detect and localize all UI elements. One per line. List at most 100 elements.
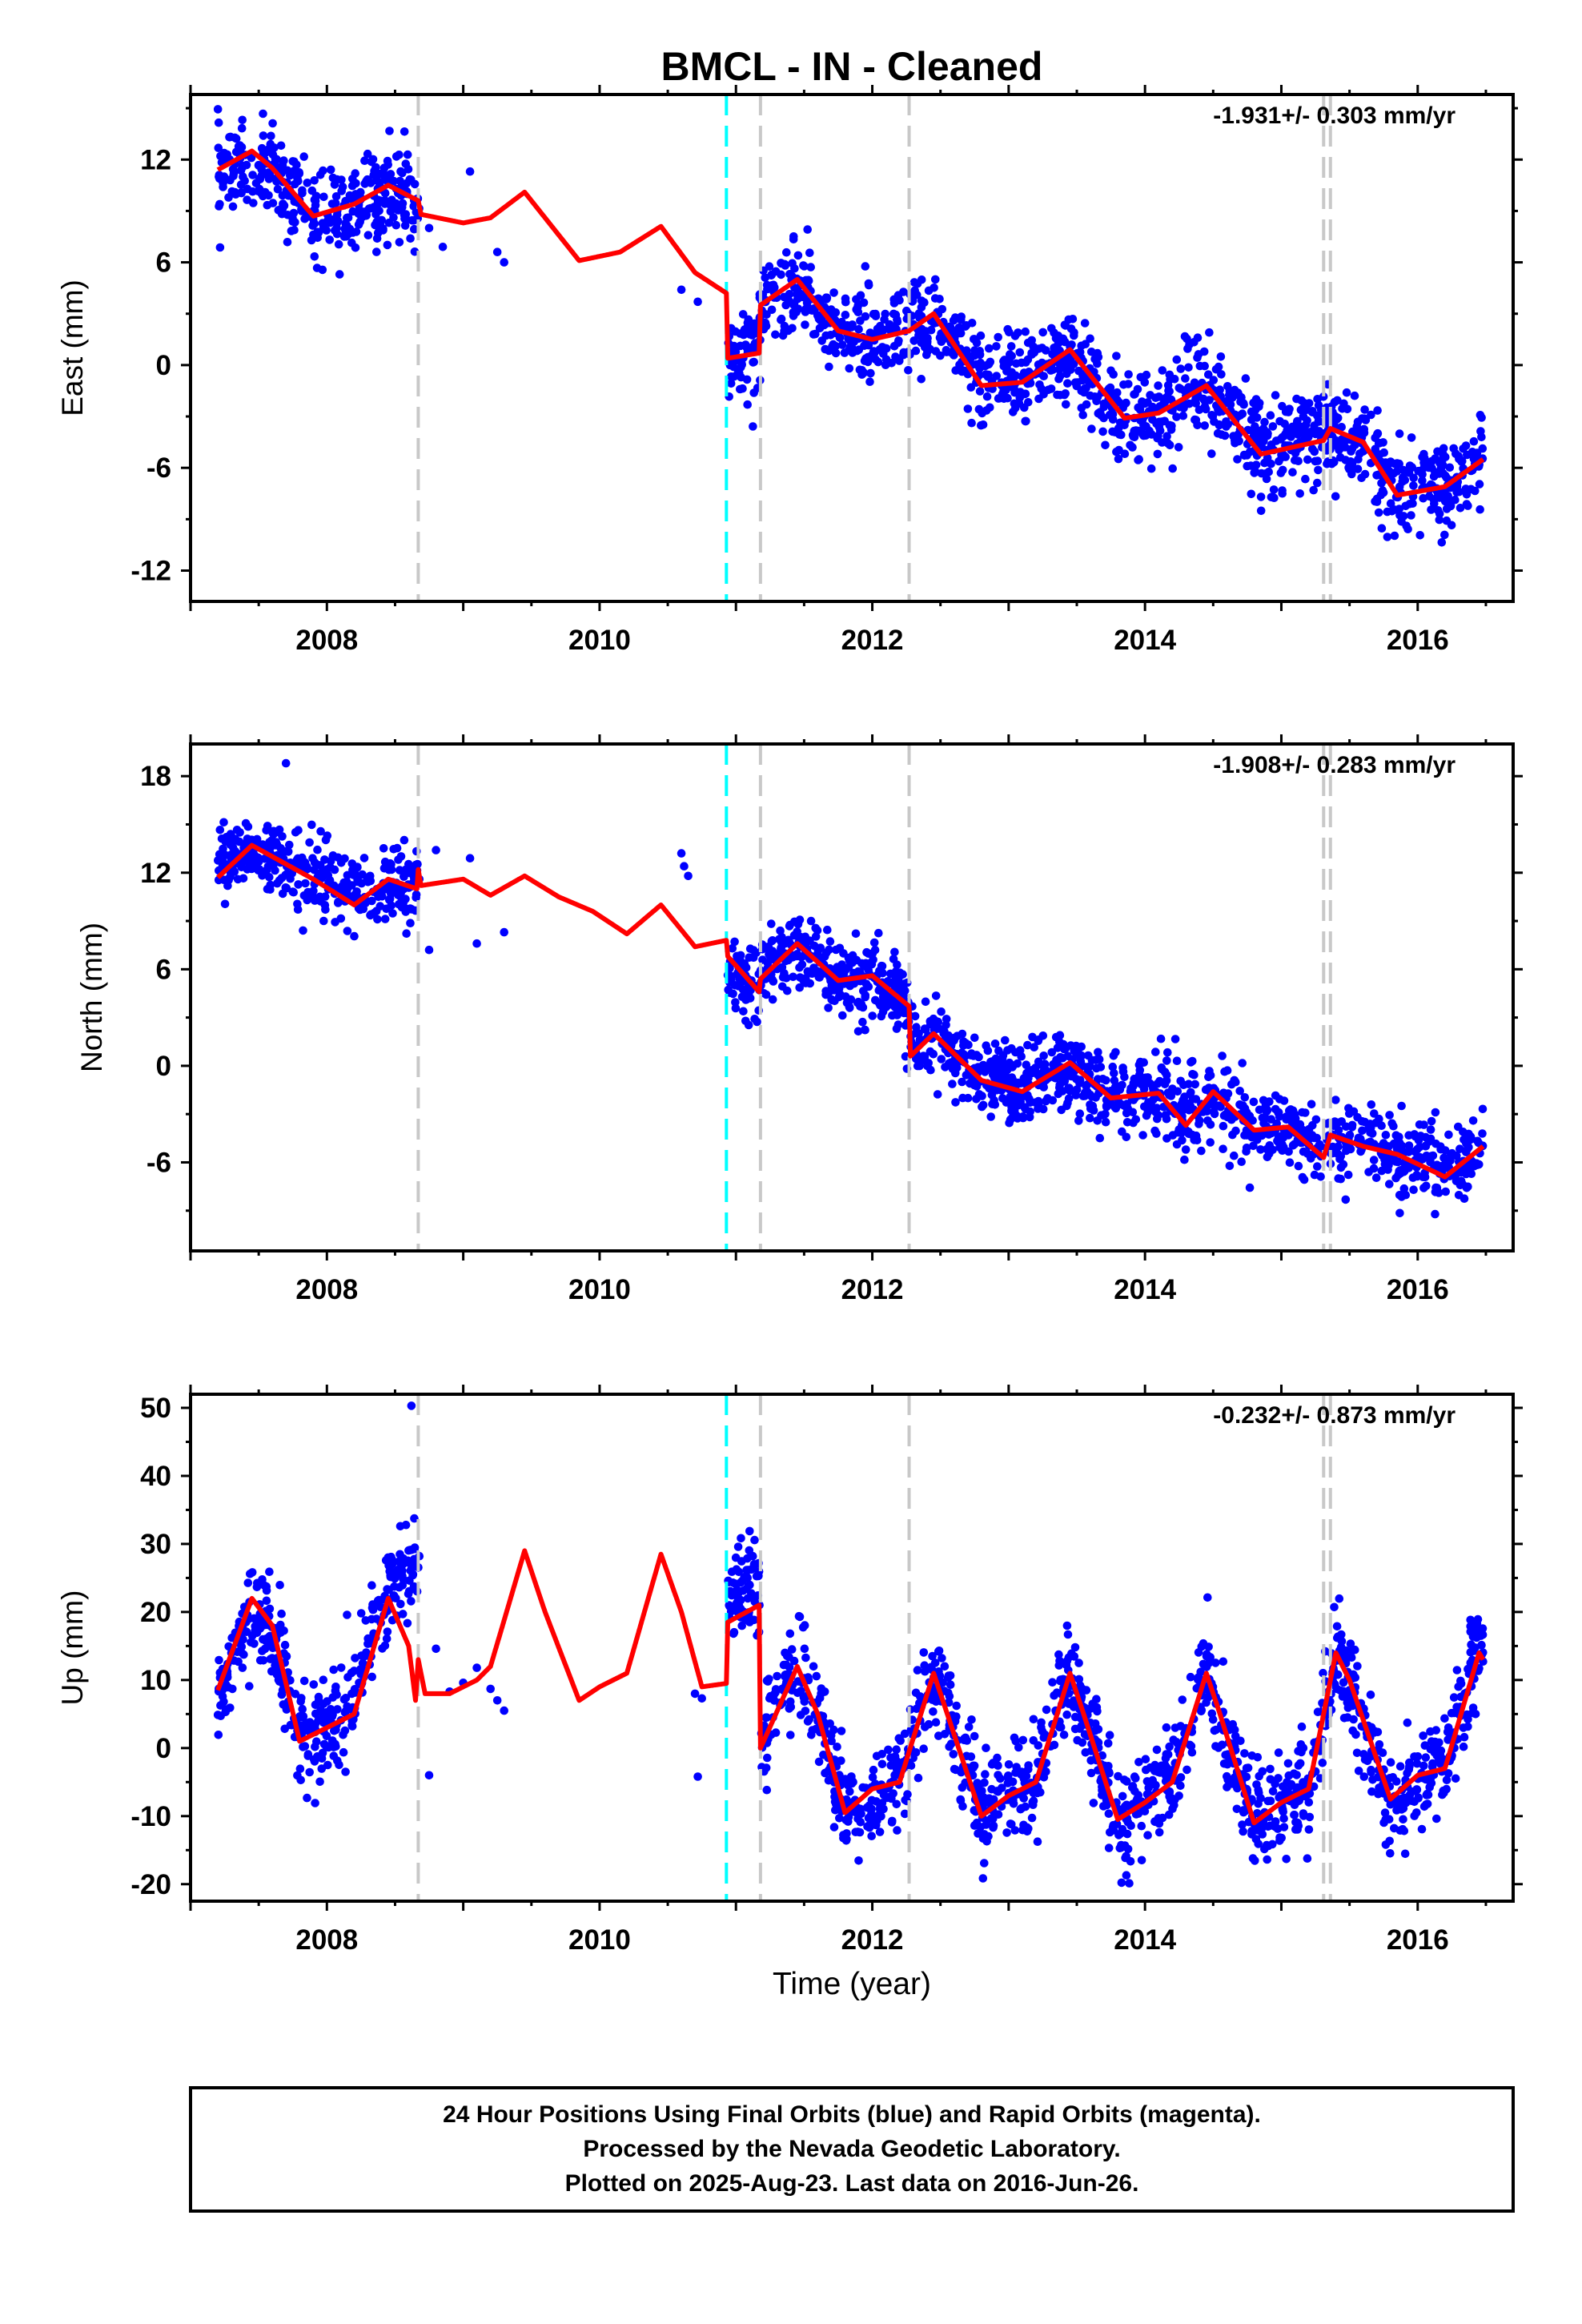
up-point bbox=[239, 1650, 248, 1659]
east-point bbox=[395, 151, 404, 159]
north-point bbox=[1219, 1121, 1228, 1131]
east-point bbox=[963, 404, 973, 413]
east-point bbox=[272, 177, 281, 186]
east-point bbox=[737, 360, 746, 369]
north-point bbox=[1018, 1113, 1028, 1123]
up-point bbox=[1419, 1761, 1428, 1771]
east-point bbox=[1054, 332, 1063, 340]
east-point bbox=[1159, 399, 1168, 408]
east-point bbox=[1050, 344, 1058, 352]
east-point bbox=[342, 232, 351, 241]
east-point bbox=[1154, 392, 1163, 401]
up-point bbox=[300, 1742, 310, 1751]
north-point bbox=[1391, 1173, 1400, 1183]
north-point bbox=[331, 918, 339, 927]
up-point bbox=[329, 1665, 339, 1675]
east-point bbox=[1440, 530, 1449, 540]
up-point bbox=[356, 1609, 366, 1618]
up-point bbox=[396, 1550, 404, 1559]
north-point bbox=[895, 968, 905, 977]
east-point bbox=[1335, 444, 1345, 453]
north-point bbox=[869, 938, 879, 947]
north-point bbox=[286, 874, 295, 883]
north-point bbox=[387, 901, 396, 910]
north-point bbox=[1431, 1139, 1440, 1148]
north-point bbox=[982, 1041, 990, 1050]
east-point bbox=[1471, 486, 1480, 496]
east-point bbox=[1222, 422, 1231, 431]
north-point bbox=[1219, 1144, 1227, 1153]
up-point bbox=[1186, 1672, 1195, 1682]
east-point bbox=[879, 325, 888, 335]
north-point bbox=[1454, 1191, 1464, 1200]
east-point bbox=[1407, 511, 1415, 520]
north-point bbox=[1086, 1113, 1094, 1123]
east-point bbox=[1331, 492, 1340, 501]
north-point bbox=[1162, 1056, 1171, 1065]
east-point bbox=[1267, 493, 1276, 502]
east-point bbox=[1355, 449, 1364, 458]
up-point bbox=[1256, 1794, 1265, 1803]
east-point bbox=[1233, 455, 1242, 464]
east-point bbox=[237, 123, 247, 133]
east-point bbox=[1134, 403, 1142, 412]
east-point bbox=[856, 291, 865, 300]
up-point bbox=[404, 1590, 413, 1598]
east-point bbox=[235, 141, 244, 150]
east-point bbox=[1278, 486, 1287, 495]
north-point bbox=[1101, 1109, 1110, 1119]
up-point bbox=[397, 1568, 406, 1578]
east-point bbox=[332, 229, 342, 239]
east-point bbox=[825, 362, 833, 372]
east-point bbox=[1260, 458, 1269, 468]
east-point bbox=[1053, 390, 1062, 400]
up-point bbox=[1203, 1593, 1212, 1602]
north-point bbox=[1156, 1034, 1166, 1043]
north-point bbox=[303, 862, 311, 871]
east-x-tick-label: 2014 bbox=[1114, 625, 1176, 656]
north-point bbox=[265, 873, 274, 882]
north-point bbox=[1278, 1146, 1287, 1155]
east-point bbox=[1469, 454, 1479, 464]
east-frame bbox=[189, 93, 1515, 603]
east-point bbox=[1386, 499, 1395, 508]
east-point bbox=[1215, 408, 1224, 416]
north-point bbox=[1468, 1116, 1478, 1125]
north-point bbox=[1285, 1158, 1295, 1167]
east-point bbox=[1015, 348, 1025, 357]
east-point bbox=[1172, 355, 1182, 364]
north-point bbox=[1441, 1187, 1450, 1196]
east-point bbox=[1461, 485, 1471, 493]
east-point bbox=[1195, 361, 1205, 371]
north-point bbox=[861, 979, 871, 988]
north-point bbox=[367, 896, 376, 906]
up-point bbox=[368, 1600, 377, 1609]
east-point bbox=[1339, 399, 1348, 408]
north-point bbox=[219, 875, 228, 884]
north-point bbox=[281, 758, 291, 768]
up-point bbox=[1381, 1840, 1391, 1849]
north-point bbox=[920, 1024, 930, 1033]
east-point bbox=[1439, 460, 1447, 470]
north-point bbox=[342, 877, 351, 887]
north-point bbox=[1342, 1122, 1351, 1132]
north-point bbox=[877, 961, 886, 971]
east-point bbox=[749, 323, 758, 332]
east-point bbox=[1476, 427, 1485, 436]
north-point bbox=[280, 846, 289, 856]
east-point bbox=[273, 184, 283, 194]
north-point bbox=[1379, 1139, 1388, 1148]
north-point bbox=[1034, 1057, 1043, 1067]
east-point bbox=[1303, 455, 1312, 464]
up-point bbox=[1125, 1879, 1134, 1888]
north-point bbox=[1242, 1144, 1251, 1152]
up-point bbox=[1004, 1771, 1013, 1780]
up-point bbox=[1014, 1743, 1023, 1752]
north-point bbox=[254, 857, 263, 866]
up-point bbox=[299, 1676, 309, 1686]
north-point bbox=[1162, 1114, 1171, 1124]
north-point bbox=[402, 929, 411, 938]
east-point bbox=[1383, 533, 1392, 541]
east-point bbox=[1074, 366, 1083, 376]
north-point bbox=[412, 890, 421, 899]
